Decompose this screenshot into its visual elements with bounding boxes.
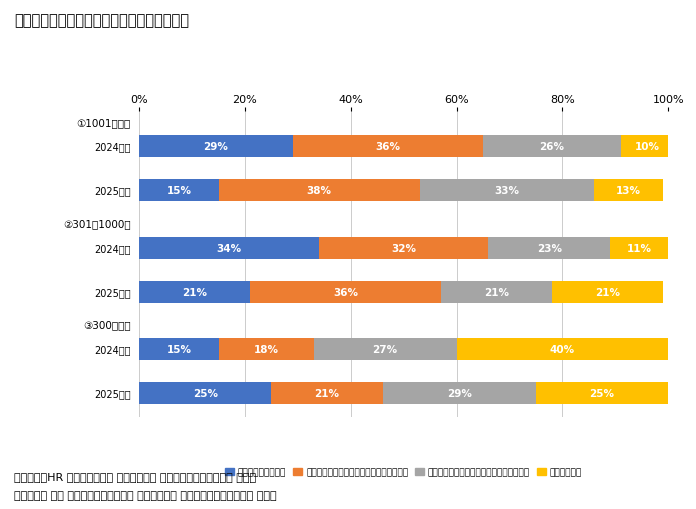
Text: 21%: 21%	[595, 287, 620, 297]
Text: 27%: 27%	[372, 344, 397, 354]
Text: 36%: 36%	[333, 287, 358, 297]
Bar	[139, 338, 219, 360]
Bar	[621, 136, 674, 158]
Text: 2025年卒: 2025年卒	[94, 186, 131, 196]
Bar	[552, 281, 663, 303]
Bar	[610, 237, 668, 259]
Bar	[420, 180, 594, 202]
Text: 29%: 29%	[447, 388, 472, 398]
Text: 13%: 13%	[616, 186, 641, 196]
Bar	[292, 136, 483, 158]
Bar	[594, 180, 663, 202]
Text: 15%: 15%	[166, 186, 191, 196]
Text: 21%: 21%	[484, 287, 509, 297]
Bar	[139, 136, 292, 158]
Bar	[489, 237, 610, 259]
Text: 2024年卒: 2024年卒	[95, 243, 131, 253]
Bar	[383, 382, 536, 404]
Bar	[139, 237, 319, 259]
Bar	[251, 281, 441, 303]
Text: 25%: 25%	[590, 388, 615, 398]
Legend: オンライン形式のみ, オンライン形式を主体に対面形式でも実施, 対面形式を主体にオンライン形式でも実施, 対面形式のみ: オンライン形式のみ, オンライン形式を主体に対面形式でも実施, 対面形式を主体に…	[221, 464, 586, 480]
Bar	[219, 180, 420, 202]
Text: 38%: 38%	[306, 186, 331, 196]
Text: ②301～1000名: ②301～1000名	[63, 219, 131, 229]
Text: 15%: 15%	[166, 344, 191, 354]
Text: 21%: 21%	[182, 287, 207, 297]
Bar	[457, 338, 668, 360]
Text: 10%: 10%	[635, 142, 660, 152]
Text: 26%: 26%	[539, 142, 564, 152]
Text: 2025年卒: 2025年卒	[94, 287, 131, 297]
Text: ③300名以下: ③300名以下	[84, 320, 131, 330]
Bar	[441, 281, 552, 303]
Text: 23%: 23%	[537, 243, 562, 253]
Bar	[271, 382, 383, 404]
Bar	[219, 338, 314, 360]
Text: 36%: 36%	[375, 142, 400, 152]
Bar	[139, 382, 271, 404]
Bar	[139, 180, 219, 202]
Text: 29%: 29%	[203, 142, 228, 152]
Bar	[139, 281, 251, 303]
Bar	[314, 338, 457, 360]
Bar	[319, 237, 489, 259]
Text: 34%: 34%	[216, 243, 242, 253]
Text: ［図表１１］一次面接の実施形式の前年比較: ［図表１１］一次面接の実施形式の前年比較	[14, 13, 189, 27]
Text: 資料出所：HR 総研「２０２４ 年＆２０２５ 年新卒採用動向調査（６ 月）」: 資料出所：HR 総研「２０２４ 年＆２０２５ 年新卒採用動向調査（６ 月）」	[14, 471, 256, 481]
Text: 21%: 21%	[315, 388, 340, 398]
Text: 2024年卒: 2024年卒	[95, 344, 131, 354]
Text: 33%: 33%	[494, 186, 519, 196]
Text: 2024年卒: 2024年卒	[95, 142, 131, 152]
Text: 2025年卒: 2025年卒	[94, 388, 131, 398]
Text: （２０２３ 年６ 月）および「２０２５ 年＆２０２６ 年新卒採用動向調査（６ 月）」: （２０２３ 年６ 月）および「２０２５ 年＆２０２６ 年新卒採用動向調査（６ 月…	[14, 490, 276, 500]
Text: 32%: 32%	[391, 243, 416, 253]
Text: 40%: 40%	[550, 344, 575, 354]
Bar	[483, 136, 621, 158]
Text: ①1001名以上: ①1001名以上	[77, 118, 131, 128]
Text: 25%: 25%	[193, 388, 218, 398]
Text: 18%: 18%	[253, 344, 278, 354]
Text: 11%: 11%	[626, 243, 651, 253]
Bar	[536, 382, 668, 404]
